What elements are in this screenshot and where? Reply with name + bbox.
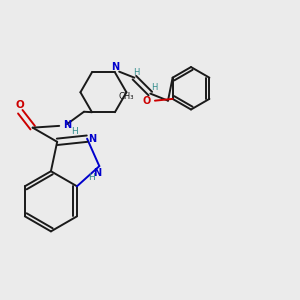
Text: H: H [151, 83, 157, 92]
Text: N: N [88, 134, 97, 144]
Text: H: H [133, 68, 139, 77]
Text: N: N [94, 167, 102, 178]
Text: O: O [142, 96, 151, 106]
Text: CH₃: CH₃ [119, 92, 134, 101]
Text: N: N [112, 62, 120, 72]
Text: H: H [88, 173, 95, 182]
Text: N: N [63, 120, 72, 130]
Text: O: O [16, 100, 25, 110]
Text: H: H [71, 127, 78, 136]
